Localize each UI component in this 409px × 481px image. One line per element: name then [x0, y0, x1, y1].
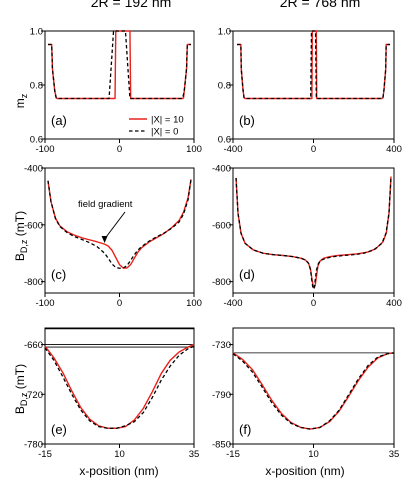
- panel-2-series-red-line: [237, 30, 390, 100]
- panel-6-series-black-line: [232, 352, 395, 430]
- legend: |X| = 10|X| = 0: [129, 115, 184, 138]
- panel-2-ytick-label-0: 0.6: [218, 135, 231, 146]
- panel-5-series-black-line: [44, 345, 195, 429]
- panel-4-ytick-label-0: -800: [212, 277, 231, 288]
- panel-2-label: (b): [239, 113, 255, 128]
- panel-6-xtick-label-0: -15: [226, 449, 240, 460]
- panel-1: -100 0 100 0.6 0.8 1.0 (a): [30, 27, 202, 156]
- panel-1-xtick-label-0: -100: [35, 144, 54, 155]
- annotation-text: field gradient: [78, 199, 133, 210]
- panel-5-xtick-label-2: 35: [189, 449, 200, 460]
- panel-1-ytick-label-1: 0.8: [30, 81, 43, 92]
- annotation-arrow-line: [104, 211, 126, 240]
- row2-ylabel: BD,z (mT): [13, 211, 29, 261]
- panel-2: -400 0 400 0.6 0.8 1.0 (b): [218, 27, 402, 156]
- panel-6-label: (f): [239, 422, 251, 437]
- panel-4-series-black-line: [235, 177, 392, 290]
- panel-3-ytick-label-2: -400: [24, 164, 43, 175]
- panel-3: -100 0 100 -800 -600 -400 (c): [24, 164, 202, 310]
- panel-4-series-red-line: [235, 176, 392, 289]
- row1-ylabel-main: m: [13, 98, 27, 108]
- xlabel-right: x-position (nm): [265, 464, 344, 478]
- panel-2-ytick-label-2: 1.0: [218, 27, 231, 38]
- legend-label-black: |X| = 0: [151, 127, 178, 138]
- panel-5-xtick-label-0: -15: [38, 449, 52, 460]
- panel-5: -15 10 35 -780 -720 -660 (e): [24, 327, 200, 460]
- panel-1-ytick-label-0: 0.6: [30, 135, 43, 146]
- panel-6-series-red-line: [232, 352, 395, 430]
- panel-6-xtick-label-1: 10: [308, 449, 319, 460]
- panel-2-ytick-label-1: 0.8: [218, 81, 231, 92]
- annotation: field gradient: [78, 199, 133, 243]
- row2-ylabel-suffix: (mT): [13, 211, 27, 240]
- panel-6-frame: [232, 327, 395, 445]
- row3-ylabel-sub: D,z: [19, 392, 29, 406]
- panel-4-frame: [232, 167, 395, 294]
- panel-1-xtick-label-1: 0: [117, 144, 122, 155]
- panel-6-ytick-label-0: -850: [212, 440, 231, 451]
- panel-4: -400 0 400 -800 -600 -400 (d): [212, 164, 402, 310]
- row2-ylabel-sub: D,z: [19, 239, 29, 253]
- panel-3-xtick-label-0: -100: [35, 298, 54, 309]
- panel-2-xtick-label-2: 400: [386, 144, 402, 155]
- panel-5-ytick-label-2: -660: [24, 340, 43, 351]
- panel-4-ytick-label-2: -400: [212, 164, 231, 175]
- panel-1-series-red-line: [47, 30, 192, 100]
- panel-5-ytick-label-0: -780: [24, 440, 43, 451]
- panel-3-xtick-label-1: 0: [117, 298, 122, 309]
- row2-ylabel-main: B: [13, 253, 27, 261]
- panel-6-ytick-label-1: -790: [212, 390, 231, 401]
- panel-3-label: (c): [51, 267, 66, 282]
- row3-ylabel-suffix: (mT): [13, 364, 27, 393]
- panel-3-ytick-label-0: -800: [24, 277, 43, 288]
- panel-4-ytick-label-1: -600: [212, 220, 231, 231]
- row1-ylabel-sub: z: [19, 93, 29, 98]
- panel-4-label: (d): [239, 267, 255, 282]
- row3-ylabel-main: B: [13, 406, 27, 414]
- panel-3-frame: [44, 167, 195, 294]
- panel-2-frame: [232, 30, 395, 140]
- panel-1-series-black-line: [47, 30, 192, 100]
- panel-5-label: (e): [51, 422, 67, 437]
- panel-3-xtick-label-2: 100: [186, 298, 202, 309]
- xlabel-left: x-position (nm): [79, 464, 158, 478]
- row3-ylabel: BD,z (mT): [13, 364, 29, 414]
- panel-5-xtick-label-1: 10: [114, 449, 125, 460]
- panel-5-series-red-line: [44, 343, 195, 429]
- panel-4-xtick-label-2: 400: [386, 298, 402, 309]
- panel-3-ytick-label-1: -600: [24, 220, 43, 231]
- panel-4-xtick-label-0: -400: [223, 298, 242, 309]
- panel-3-series-black-line: [47, 179, 192, 269]
- column-title-left: 2R = 192 nm: [91, 0, 172, 10]
- panel-2-series-black-line: [237, 30, 390, 100]
- column-title-right: 2R = 768 nm: [280, 0, 361, 10]
- panel-1-label: (a): [51, 113, 67, 128]
- panel-2-xtick-label-1: 0: [311, 144, 316, 155]
- legend-label-red: |X| = 10: [151, 115, 184, 126]
- panel-6-ytick-label-2: -730: [212, 340, 231, 351]
- panel-6-xtick-label-2: 35: [389, 449, 400, 460]
- panel-4-xtick-label-1: 0: [311, 298, 316, 309]
- panel-1-ytick-label-2: 1.0: [30, 27, 43, 38]
- panel-2-xtick-label-0: -400: [223, 144, 242, 155]
- annotation-arrow-head: [101, 236, 108, 243]
- row1-ylabel: mz: [13, 93, 29, 108]
- panel-1-xtick-label-2: 100: [186, 144, 202, 155]
- panel-3-series-red-line: [47, 179, 192, 269]
- panel-6: -15 10 35 -850 -790 -730 (f): [212, 327, 400, 460]
- panel-5-ytick-label-1: -720: [24, 390, 43, 401]
